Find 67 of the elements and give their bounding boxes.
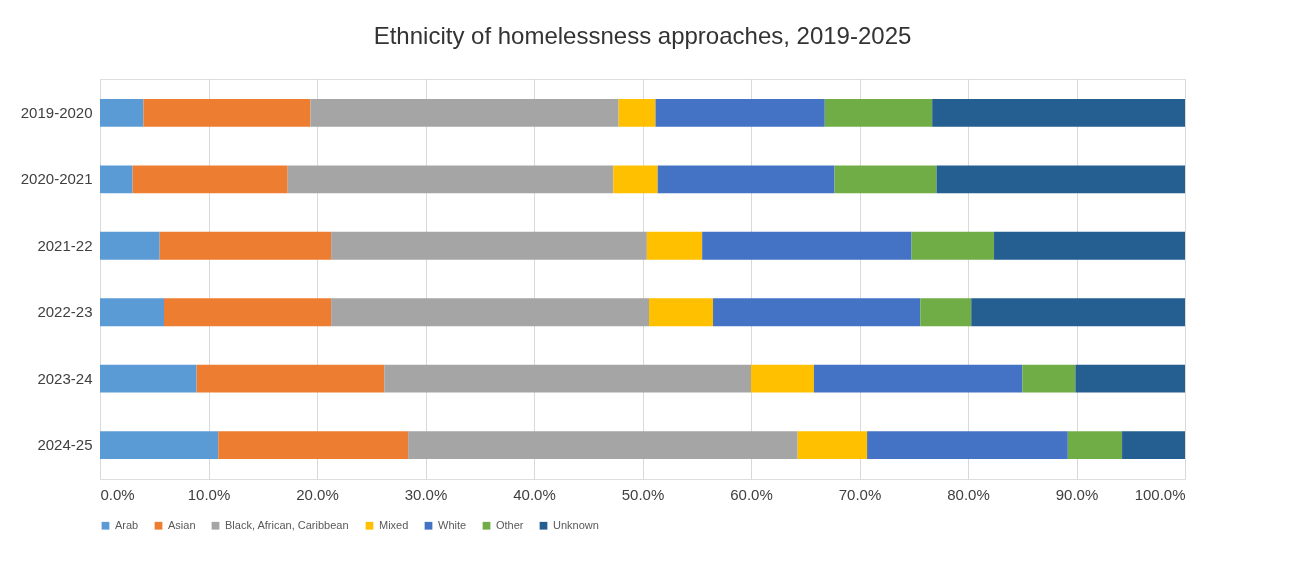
bar	[834, 165, 937, 194]
bar	[164, 298, 332, 327]
bar	[331, 231, 647, 260]
bar	[1022, 364, 1076, 393]
x-tick-label: 100.0%	[1134, 485, 1186, 503]
bar	[100, 364, 197, 393]
bar	[143, 98, 311, 127]
legend-label: Arab	[115, 518, 139, 531]
x-tick-label: 10.0%	[187, 485, 231, 503]
bar	[920, 298, 972, 327]
legend-label: Unknown	[553, 518, 599, 531]
bar	[331, 298, 650, 327]
bar	[702, 231, 912, 260]
x-tick-label: 20.0%	[296, 485, 339, 503]
bar	[1067, 431, 1123, 460]
bar	[100, 165, 133, 194]
bar	[813, 364, 1023, 393]
y-tick-label: 2022-23	[37, 303, 93, 321]
bar	[287, 165, 614, 194]
bar	[657, 165, 835, 194]
y-tick-label: 2019-2020	[20, 103, 93, 121]
bar	[646, 231, 703, 260]
bar	[218, 431, 409, 460]
bar	[408, 431, 798, 460]
chart-title: Ethnicity of homelessness approaches, 2019-2025	[373, 22, 912, 49]
x-tick-label: 70.0%	[838, 485, 882, 503]
legend-label: Asian	[168, 518, 196, 531]
bar	[196, 364, 385, 393]
bar	[713, 298, 921, 327]
bar	[618, 98, 656, 127]
bar	[867, 431, 1068, 460]
y-tick-label: 2023-24	[37, 369, 93, 387]
x-tick-label: 0.0%	[100, 485, 135, 503]
bar	[751, 364, 814, 393]
bar	[159, 231, 332, 260]
bar	[100, 298, 165, 327]
legend-label: White	[438, 518, 467, 531]
bar	[100, 231, 160, 260]
x-tick-label: 30.0%	[404, 485, 448, 503]
bar	[1075, 364, 1185, 393]
bar	[649, 298, 714, 327]
x-tick-label: 50.0%	[621, 485, 665, 503]
x-tick-label: 60.0%	[730, 485, 773, 503]
x-tick-label: 90.0%	[1055, 485, 1099, 503]
bar	[994, 231, 1185, 260]
legend-label: Black, African, Caribbean	[225, 518, 349, 531]
bar	[971, 298, 1185, 327]
bar	[936, 165, 1185, 194]
bar	[911, 231, 995, 260]
bar	[824, 98, 933, 127]
bar	[132, 165, 288, 194]
bar	[100, 431, 219, 460]
y-tick-label: 2021-22	[37, 236, 93, 254]
bar	[613, 165, 658, 194]
legend-label: Mixed	[379, 518, 409, 531]
legend-label: Other	[496, 518, 524, 531]
bar	[797, 431, 868, 460]
bar	[932, 98, 1185, 127]
y-tick-label: 2020-2021	[20, 170, 93, 188]
bar	[384, 364, 751, 393]
bar	[655, 98, 825, 127]
bar	[1122, 431, 1185, 460]
y-tick-label: 2024-25	[37, 436, 93, 454]
bar	[310, 98, 619, 127]
bar	[100, 98, 144, 127]
x-tick-label: 80.0%	[947, 485, 990, 503]
x-tick-label: 40.0%	[513, 485, 556, 503]
